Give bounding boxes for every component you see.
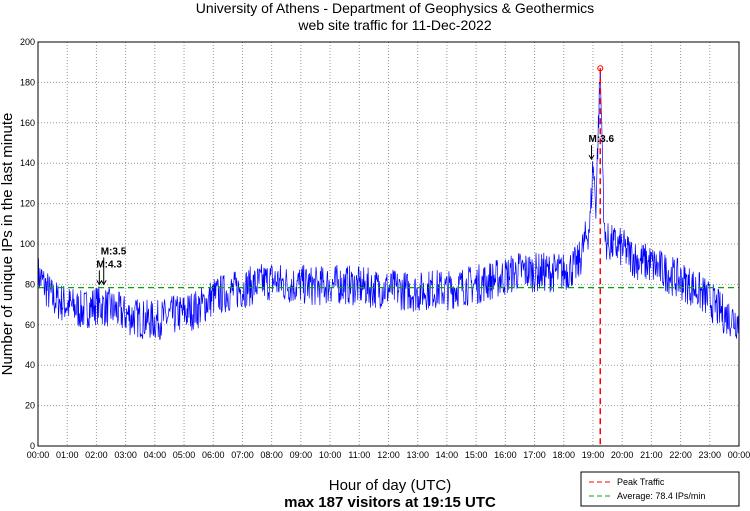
y-tick-label: 200 [20, 37, 35, 47]
y-tick-label: 0 [30, 441, 35, 451]
earthquake-label: M:3.5 [101, 246, 127, 257]
x-tick-label: 09:00 [290, 450, 313, 460]
y-tick-label: 40 [25, 360, 35, 370]
earthquake-arrowhead [96, 280, 103, 286]
x-tick-label: 07:00 [231, 450, 254, 460]
x-tick-label: 19:00 [582, 450, 605, 460]
x-tick-label: 00:00 [27, 450, 50, 460]
y-tick-label: 80 [25, 279, 35, 289]
legend-box [580, 471, 740, 507]
y-tick-label: 180 [20, 77, 35, 87]
earthquake-arrowhead [588, 154, 595, 161]
x-tick-label: 22:00 [669, 450, 692, 460]
x-tick-label: 12:00 [377, 450, 400, 460]
grid [37, 41, 740, 447]
earthquake-arrowhead [100, 280, 107, 286]
y-tick-label: 140 [20, 158, 35, 168]
x-tick-label: 05:00 [173, 450, 196, 460]
legend: Peak Traffic Average: 78.4 IPs/min [580, 471, 740, 507]
traffic-series-line [37, 68, 740, 340]
max-visitors-label: max 187 visitors at 19:15 UTC [284, 494, 496, 511]
legend-peak-label: Peak Traffic [617, 477, 665, 487]
chart-title: University of Athens - Department of Geo… [196, 0, 594, 16]
x-tick-label: 08:00 [260, 450, 283, 460]
data-layer: M:4.3 M:3.5 M:3.6 [37, 65, 740, 446]
x-tick-label: 15:00 [465, 450, 488, 460]
y-tick-label: 20 [25, 401, 35, 411]
x-tick-label: 23:00 [699, 450, 722, 460]
plot-frame [37, 41, 740, 447]
axis-ticks: 0 20 40 60 80 100 120 140 160 180 200 00:00 01:00 02:… [20, 37, 750, 460]
x-tick-label: 10:00 [319, 450, 342, 460]
y-tick-label: 100 [20, 239, 35, 249]
x-tick-label: 14:00 [436, 450, 459, 460]
y-tick-label: 160 [20, 118, 35, 128]
legend-average-label: Average: 78.4 IPs/min [617, 491, 705, 501]
x-tick-label: 01:00 [56, 450, 79, 460]
x-tick-label: 02:00 [85, 450, 108, 460]
x-tick-label: 03:00 [114, 450, 137, 460]
y-tick-label: 120 [20, 199, 35, 209]
x-tick-label: 00:00 [728, 450, 750, 460]
x-tick-label: 11:00 [348, 450, 370, 460]
x-tick-label: 18:00 [552, 450, 575, 460]
chart-subtitle: web site traffic for 11-Dec-2022 [297, 17, 491, 33]
x-tick-label: 04:00 [144, 450, 167, 460]
earthquake-label: M:3.6 [588, 134, 614, 145]
earthquake-label: M:4.3 [96, 259, 122, 270]
x-tick-label: 21:00 [640, 450, 663, 460]
y-tick-label: 60 [25, 320, 35, 330]
y-axis-label: Number of unique IPs in the last minute [0, 113, 16, 376]
x-axis-label: Hour of day (UTC) [329, 477, 452, 494]
x-tick-label: 06:00 [202, 450, 225, 460]
x-tick-label: 17:00 [523, 450, 546, 460]
peak-marker [597, 65, 604, 72]
x-tick-label: 20:00 [611, 450, 634, 460]
x-tick-label: 13:00 [406, 450, 429, 460]
x-tick-label: 16:00 [494, 450, 517, 460]
